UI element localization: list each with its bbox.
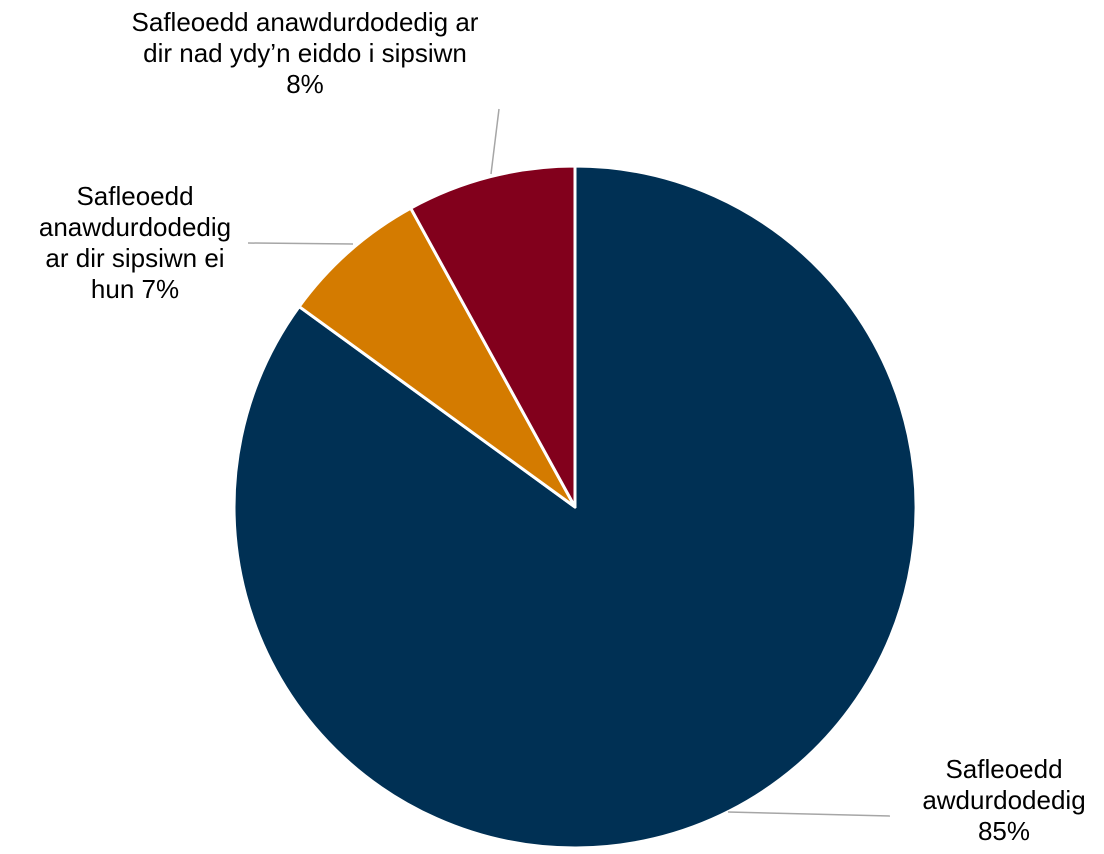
data-label-non-owned-land: Safleoedd anawdurdodedig ar dir nad ydy’n… xyxy=(132,7,479,99)
data-label-line: Safleoedd anawdurdodedig ar xyxy=(132,7,479,37)
data-label-own-land: Safleoedd anawdurdodedig ar dir sipsiwn ei… xyxy=(39,181,231,304)
leader-lines xyxy=(247,108,891,817)
data-label-line: dir nad ydy’n eiddo i sipsiwn xyxy=(143,38,467,68)
data-label-authorized: Safleoedd awdurdodedig 85% xyxy=(922,754,1085,846)
data-label-line: ar dir sipsiwn ei xyxy=(45,243,224,273)
leader-line-own-land xyxy=(247,242,354,245)
pie-slices xyxy=(232,164,918,850)
data-label-line: hun 7% xyxy=(91,274,179,304)
data-label-line: anawdurdodedig xyxy=(39,212,231,242)
leader-line-authorized xyxy=(727,811,891,817)
data-label-line: Safleoedd xyxy=(945,754,1062,784)
leader-line-non-owned-land xyxy=(490,108,500,175)
pie-slice-non-owned-land xyxy=(409,164,577,509)
data-label-line: awdurdodedig xyxy=(922,785,1085,815)
data-labels: Safleoedd awdurdodedig 85% Safleoedd anawdu… xyxy=(39,7,1086,846)
data-label-line: Safleoedd xyxy=(76,181,193,211)
pie-slice-own-land xyxy=(297,206,577,509)
data-label-line: 8% xyxy=(286,69,324,99)
data-label-line: 85% xyxy=(978,816,1030,846)
